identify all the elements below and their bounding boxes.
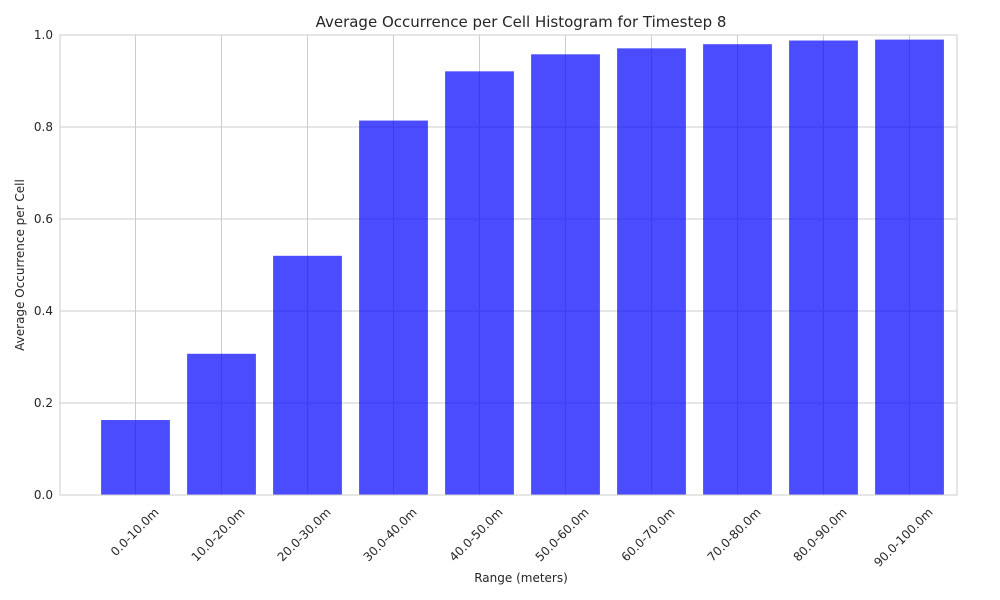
y-tick-label: 1.0 — [34, 28, 53, 42]
x-axis-label: Range (meters) — [474, 571, 568, 585]
bar-90.0-100.0m — [875, 39, 944, 495]
bar-50.0-60.0m — [531, 54, 600, 495]
y-tick-label: 0.8 — [34, 120, 53, 134]
x-tick-label: 40.0-50.0m — [447, 505, 506, 564]
x-tick-label: 0.0-10.0m — [108, 505, 162, 559]
bar-60.0-70.0m — [617, 48, 686, 496]
chart-title: Average Occurrence per Cell Histogram fo… — [316, 13, 727, 31]
bar-30.0-40.0m — [359, 120, 428, 495]
bar-20.0-30.0m — [273, 255, 342, 495]
x-tick-label: 70.0-80.0m — [705, 505, 764, 564]
y-tick-labels: 0.0 0.2 0.4 0.6 0.8 1.0 — [34, 28, 53, 502]
bar-0.0-10.0m — [101, 420, 170, 495]
x-tick-labels: 0.0-10.0m 10.0-20.0m 20.0-30.0m 30.0-40.0m 4… — [108, 505, 936, 569]
x-tick-label: 20.0-30.0m — [275, 505, 334, 564]
x-tick-label: 30.0-40.0m — [361, 505, 420, 564]
bar-10.0-20.0m — [187, 353, 256, 495]
x-tick-label: 60.0-70.0m — [619, 505, 678, 564]
bar-40.0-50.0m — [445, 71, 514, 495]
x-tick-label: 10.0-20.0m — [189, 505, 248, 564]
bar-70.0-80.0m — [703, 44, 772, 495]
plot-frame — [59, 34, 958, 496]
y-tick-label: 0.4 — [34, 304, 53, 318]
y-tick-label: 0.6 — [34, 212, 53, 226]
x-tick-label: 90.0-100.0m — [871, 505, 935, 569]
y-tick-label: 0.2 — [34, 396, 53, 410]
x-tick-label: 80.0-90.0m — [791, 505, 850, 564]
y-axis-label: Average Occurrence per Cell — [13, 179, 27, 351]
bars — [101, 39, 944, 496]
y-tick-label: 0.0 — [34, 488, 53, 502]
x-tick-label: 50.0-60.0m — [533, 505, 592, 564]
bar-80.0-90.0m — [789, 40, 858, 496]
